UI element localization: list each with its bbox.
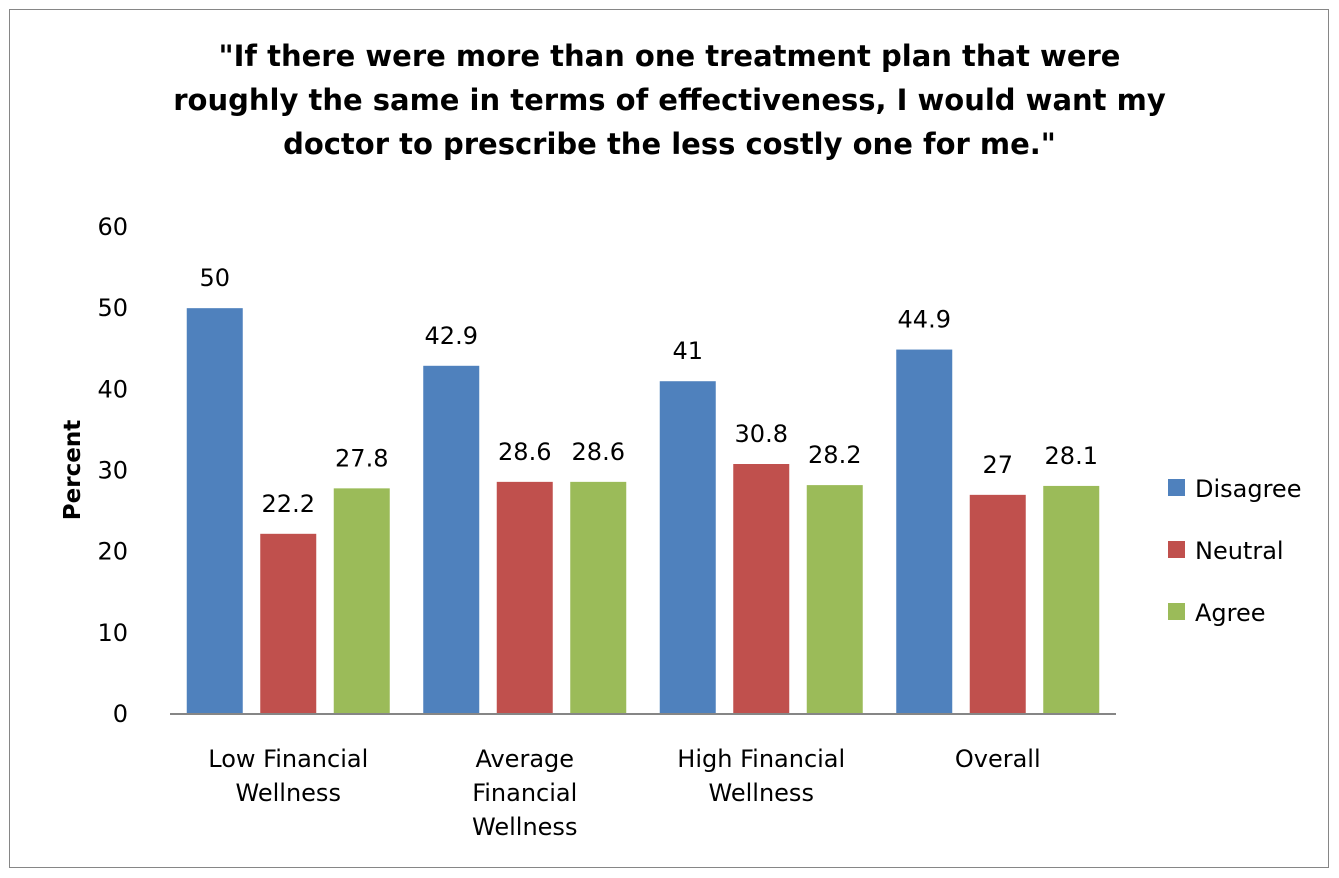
category-label: High Financial	[677, 745, 845, 773]
data-label: 42.9	[425, 322, 478, 350]
y-tick-label: 0	[113, 700, 128, 728]
category-label: Wellness	[709, 779, 814, 807]
data-label: 22.2	[262, 490, 315, 518]
data-label: 28.1	[1045, 442, 1098, 470]
y-tick-label: 20	[97, 538, 128, 566]
data-label: 27.8	[335, 444, 388, 472]
y-tick-label: 40	[97, 375, 128, 403]
y-tick-label: 60	[97, 213, 128, 241]
bar-neutral	[260, 533, 317, 714]
data-label: 27	[982, 451, 1013, 479]
bar-agree	[806, 485, 863, 714]
data-label: 28.2	[808, 441, 861, 469]
bar-neutral	[496, 481, 553, 714]
bar-disagree	[659, 381, 716, 714]
category-label: Wellness	[236, 779, 341, 807]
data-label: 50	[199, 264, 230, 292]
legend-swatch-neutral	[1168, 541, 1185, 558]
bar-neutral	[733, 464, 790, 714]
legend-label: Neutral	[1195, 537, 1284, 565]
legend-swatch-disagree	[1168, 479, 1185, 496]
category-label: Average	[475, 745, 574, 773]
data-label: 28.6	[572, 438, 625, 466]
data-label: 28.6	[498, 438, 551, 466]
chart-title-line-2: roughly the same in terms of effectivene…	[173, 83, 1166, 117]
bar-disagree	[423, 365, 480, 714]
bar-disagree	[186, 308, 243, 714]
category-label: Low Financial	[208, 745, 368, 773]
category-label: Wellness	[472, 813, 577, 841]
y-tick-label: 50	[97, 294, 128, 322]
legend-label: Agree	[1195, 599, 1266, 627]
category-label: Financial	[472, 779, 577, 807]
data-label: 41	[672, 337, 703, 365]
category-label: Overall	[955, 745, 1041, 773]
data-label: 44.9	[898, 306, 951, 334]
y-tick-label: 10	[97, 619, 128, 647]
bar-agree	[1043, 485, 1100, 714]
chart-title: "If there were more than one treatment p…	[0, 34, 1339, 166]
legend-label: Disagree	[1195, 475, 1301, 503]
bar-agree	[570, 481, 627, 714]
chart-title-line-3: doctor to prescribe the less costly one …	[283, 127, 1056, 161]
chart-title-line-1: "If there were more than one treatment p…	[218, 39, 1121, 73]
legend-swatch-agree	[1168, 603, 1185, 620]
y-tick-label: 30	[97, 457, 128, 485]
y-axis-title: Percent	[60, 420, 86, 520]
bar-neutral	[969, 494, 1026, 714]
bar-disagree	[896, 349, 953, 714]
bar-agree	[333, 488, 390, 714]
data-label: 30.8	[735, 420, 788, 448]
